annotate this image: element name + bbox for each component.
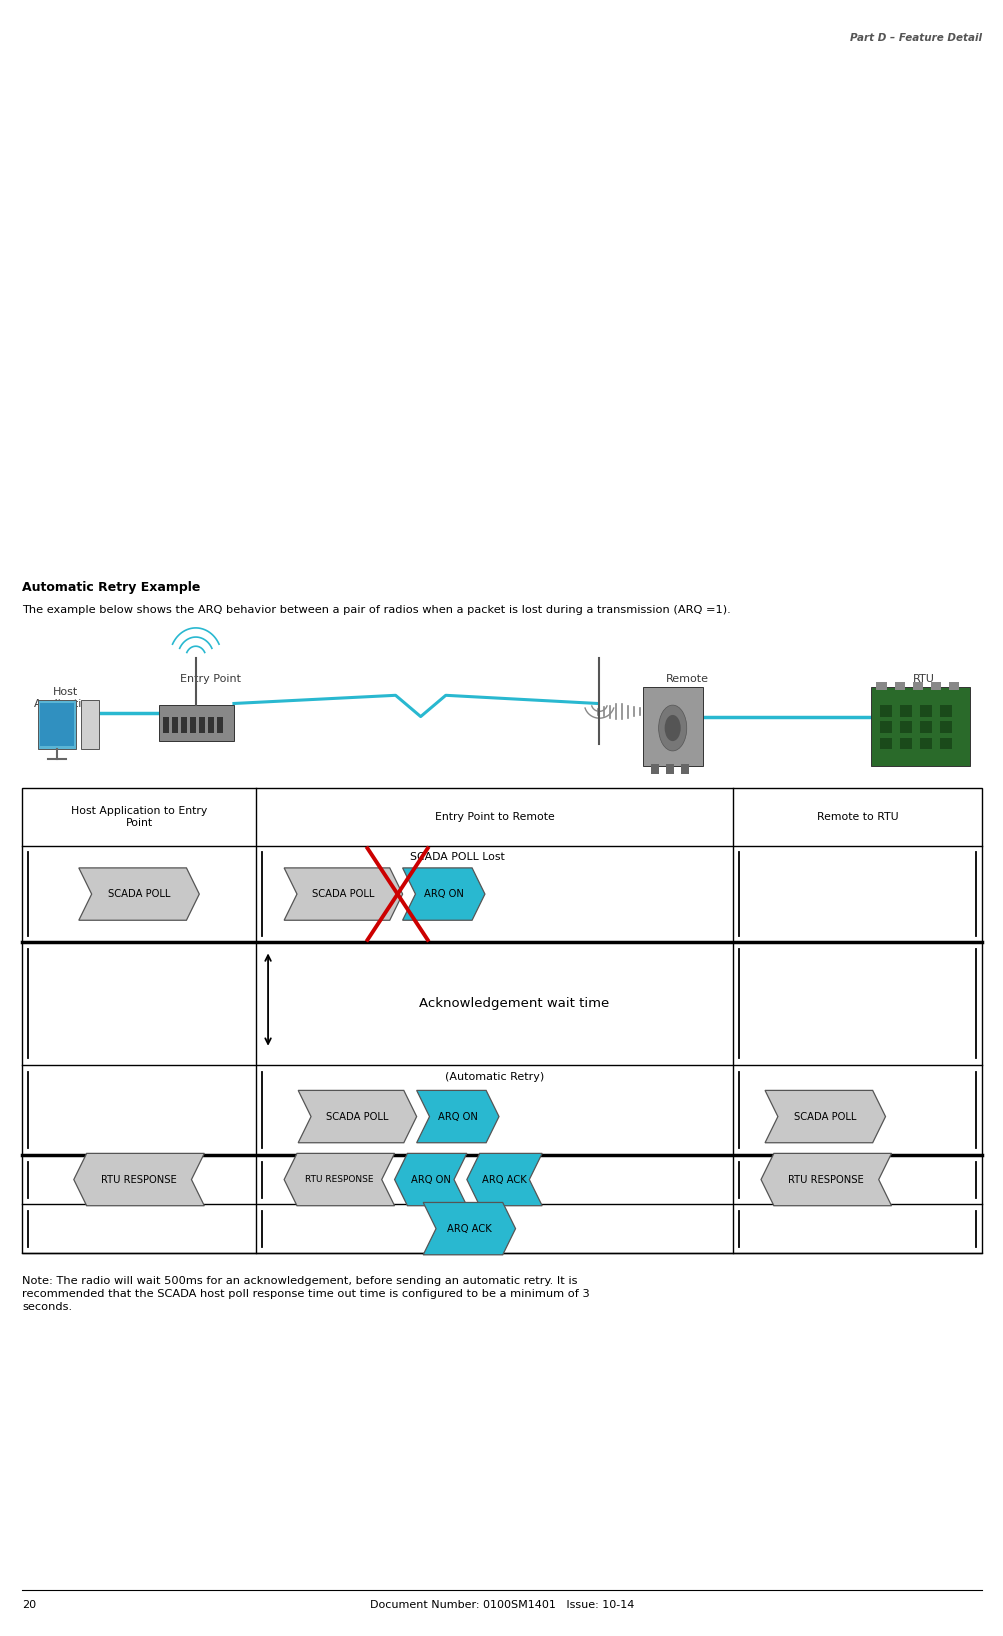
- Text: Entry Point to Remote: Entry Point to Remote: [434, 811, 554, 821]
- Bar: [22, 789, 981, 1253]
- Polygon shape: [416, 1090, 498, 1142]
- Bar: [190, 717, 196, 733]
- Circle shape: [664, 715, 680, 741]
- Text: Remote to RTU: Remote to RTU: [815, 811, 898, 821]
- Text: RTU RESPONSE: RTU RESPONSE: [787, 1175, 864, 1184]
- Text: SCADA POLL: SCADA POLL: [312, 888, 374, 900]
- Text: ARQ ACK: ARQ ACK: [481, 1175, 527, 1184]
- Text: SCADA POLL: SCADA POLL: [107, 888, 171, 900]
- Bar: [208, 717, 214, 733]
- Polygon shape: [466, 1153, 542, 1206]
- Polygon shape: [284, 867, 402, 919]
- Text: RTU: RTU: [912, 674, 934, 684]
- Bar: [879, 705, 891, 717]
- Bar: [919, 705, 931, 717]
- Bar: [919, 738, 931, 749]
- Polygon shape: [760, 1153, 891, 1206]
- Text: Document Number: 0100SM1401   Issue: 10-14: Document Number: 0100SM1401 Issue: 10-14: [369, 1600, 634, 1610]
- Bar: [158, 705, 234, 741]
- Polygon shape: [394, 1153, 466, 1206]
- Bar: [899, 738, 911, 749]
- Text: ARQ ON: ARQ ON: [410, 1175, 450, 1184]
- Text: SCADA POLL: SCADA POLL: [793, 1111, 856, 1122]
- Polygon shape: [298, 1090, 416, 1142]
- Bar: [912, 682, 922, 690]
- Polygon shape: [422, 1202, 516, 1255]
- Bar: [162, 717, 169, 733]
- Bar: [40, 703, 74, 746]
- Bar: [899, 705, 911, 717]
- Bar: [38, 700, 76, 749]
- Bar: [172, 717, 178, 733]
- Polygon shape: [74, 1153, 205, 1206]
- Text: Acknowledgement wait time: Acknowledgement wait time: [419, 998, 609, 1009]
- Polygon shape: [284, 1153, 394, 1206]
- Text: SCADA POLL Lost: SCADA POLL Lost: [409, 852, 504, 862]
- Bar: [876, 682, 886, 690]
- Text: Note: The radio will wait 500ms for an acknowledgement, before sending an automa: Note: The radio will wait 500ms for an a…: [22, 1276, 589, 1312]
- Text: The example below shows the ARQ behavior between a pair of radios when a packet : The example below shows the ARQ behavior…: [22, 605, 730, 615]
- Bar: [665, 764, 673, 774]
- Text: (Automatic Retry): (Automatic Retry): [444, 1072, 544, 1081]
- Polygon shape: [764, 1090, 885, 1142]
- Bar: [650, 764, 658, 774]
- Polygon shape: [402, 867, 484, 919]
- Text: ARQ ON: ARQ ON: [437, 1111, 477, 1122]
- Text: RTU RESPONSE: RTU RESPONSE: [101, 1175, 177, 1184]
- Bar: [81, 700, 99, 749]
- Bar: [642, 687, 702, 766]
- Bar: [199, 717, 205, 733]
- Bar: [871, 687, 969, 766]
- Polygon shape: [79, 867, 199, 919]
- Text: Host
Application: Host Application: [34, 687, 96, 708]
- Bar: [879, 738, 891, 749]
- Bar: [894, 682, 904, 690]
- Text: Host Application to Entry
Point: Host Application to Entry Point: [71, 805, 207, 828]
- Text: 20: 20: [22, 1600, 36, 1610]
- Text: Remote: Remote: [666, 674, 708, 684]
- Bar: [899, 721, 911, 733]
- Bar: [919, 721, 931, 733]
- Text: RTU RESPONSE: RTU RESPONSE: [305, 1175, 373, 1184]
- Bar: [948, 682, 958, 690]
- Text: Entry Point: Entry Point: [181, 674, 241, 684]
- Text: Automatic Retry Example: Automatic Retry Example: [22, 581, 201, 594]
- Bar: [217, 717, 223, 733]
- Text: ARQ ACK: ARQ ACK: [446, 1224, 491, 1234]
- Bar: [939, 721, 951, 733]
- Bar: [879, 721, 891, 733]
- Bar: [939, 705, 951, 717]
- Text: ARQ ON: ARQ ON: [423, 888, 463, 900]
- Text: Part D – Feature Detail: Part D – Feature Detail: [850, 33, 981, 43]
- Bar: [939, 738, 951, 749]
- Circle shape: [658, 705, 686, 751]
- Text: SCADA POLL: SCADA POLL: [326, 1111, 388, 1122]
- Bar: [680, 764, 688, 774]
- Bar: [181, 717, 187, 733]
- Bar: [930, 682, 940, 690]
